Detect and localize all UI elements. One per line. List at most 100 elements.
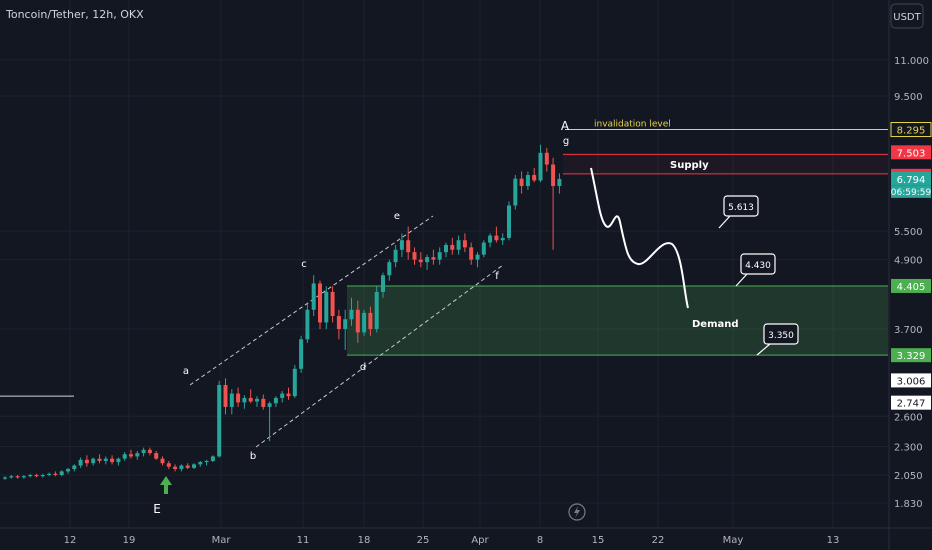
candle: [192, 463, 196, 470]
candle: [280, 390, 285, 403]
candle: [210, 455, 215, 463]
candle-body: [393, 249, 398, 263]
candle-body: [78, 459, 83, 466]
candle-body: [53, 473, 58, 475]
supply-zone: [563, 154, 888, 174]
wave-channel: [189, 215, 504, 448]
target-label: 4.430: [745, 261, 771, 271]
channel-upper-line: [189, 215, 434, 386]
candle: [97, 454, 102, 464]
candle: [267, 401, 272, 442]
y-tick-label: 4.900: [894, 256, 923, 267]
candle: [9, 475, 14, 479]
candle-body: [475, 254, 480, 260]
symbol-title: Toncoin/Tether, 12h, OKX: [5, 8, 144, 21]
candle-body: [267, 403, 272, 407]
lightning-icon[interactable]: [568, 503, 586, 521]
y-tick-label: 2.050: [894, 471, 923, 482]
candle: [368, 306, 373, 336]
target-box: [740, 253, 776, 275]
wave-label-c: c: [301, 259, 307, 270]
candle: [185, 463, 190, 470]
candle: [78, 457, 83, 468]
candle-body: [525, 175, 530, 187]
candle: [15, 475, 20, 479]
candle: [355, 300, 360, 343]
candle-body: [166, 463, 171, 467]
price-axis[interactable]: 11.000 9.500 5.500 4.900 3.700 2.600 2.300 2.05…: [890, 56, 932, 510]
candle: [72, 464, 77, 472]
target-callout: 5.613: [718, 195, 759, 229]
candle-body: [147, 449, 152, 454]
wave-label-a: a: [183, 366, 189, 377]
price-badge-bg: [890, 122, 932, 138]
candle: [286, 387, 291, 400]
candle-body: [59, 471, 64, 475]
price-badge-label: 4.405: [897, 282, 926, 293]
price-badge: 3.329: [891, 348, 931, 363]
candle: [40, 473, 45, 478]
price-badge-bg: [891, 348, 931, 363]
candle-body: [198, 462, 203, 465]
candle: [381, 272, 385, 298]
candle-body: [437, 252, 442, 260]
target-pointer: [735, 273, 748, 287]
candle: [122, 451, 127, 461]
candle: [393, 244, 398, 268]
candle: [374, 286, 379, 333]
candle-body: [362, 312, 367, 333]
candle: [399, 233, 404, 258]
candle-body: [204, 460, 209, 463]
zones-layer: [0, 129, 888, 397]
candle-body: [217, 385, 222, 457]
candle: [160, 456, 165, 466]
candle: [179, 464, 184, 472]
candle: [418, 252, 423, 268]
target-callout: 4.430: [735, 253, 776, 287]
candle-body: [318, 283, 322, 323]
price-badge-label: 6.794: [897, 175, 926, 186]
candle: [494, 226, 499, 243]
countdown-label: 06:59:59: [891, 188, 932, 198]
candle: [475, 252, 480, 268]
candle-body: [299, 339, 304, 369]
candle-body: [349, 309, 354, 320]
time-axis[interactable]: 12 19 Mar 11 18 25 Apr 8 15 22 May 13: [64, 535, 840, 546]
candle: [53, 471, 58, 477]
x-tick-label: Apr: [471, 535, 489, 546]
currency-button[interactable]: USDT: [893, 12, 921, 23]
currency-button-frame[interactable]: [890, 3, 924, 29]
candle: [154, 450, 159, 460]
candle-body: [336, 316, 341, 330]
candle-body: [97, 458, 102, 461]
candle: [28, 473, 33, 478]
candle-body: [374, 291, 379, 330]
candle: [217, 380, 222, 458]
y-tick-label: 5.500: [894, 227, 923, 238]
x-tick-label: 18: [358, 535, 371, 546]
candle-body: [261, 398, 266, 407]
candle: [525, 171, 530, 190]
candle-body: [229, 393, 234, 407]
price-badge-label: 3.329: [897, 351, 926, 362]
y-tick-label: 1.830: [894, 499, 923, 510]
candle-body: [40, 475, 45, 477]
x-tick-label: 12: [64, 535, 77, 546]
candle-body: [387, 262, 392, 276]
price-badge: 3.006: [891, 373, 931, 388]
candle-body: [532, 175, 537, 181]
candle-body: [286, 393, 291, 397]
candle-body: [500, 237, 505, 241]
candle-body: [141, 449, 146, 454]
candle: [544, 147, 549, 172]
candle-body: [173, 466, 178, 470]
candle-body: [481, 242, 486, 255]
candle: [116, 457, 121, 466]
candle: [362, 309, 367, 336]
target-box: [723, 195, 759, 217]
supply-label: Supply: [670, 160, 709, 171]
price-badge: 7.503: [891, 145, 931, 160]
